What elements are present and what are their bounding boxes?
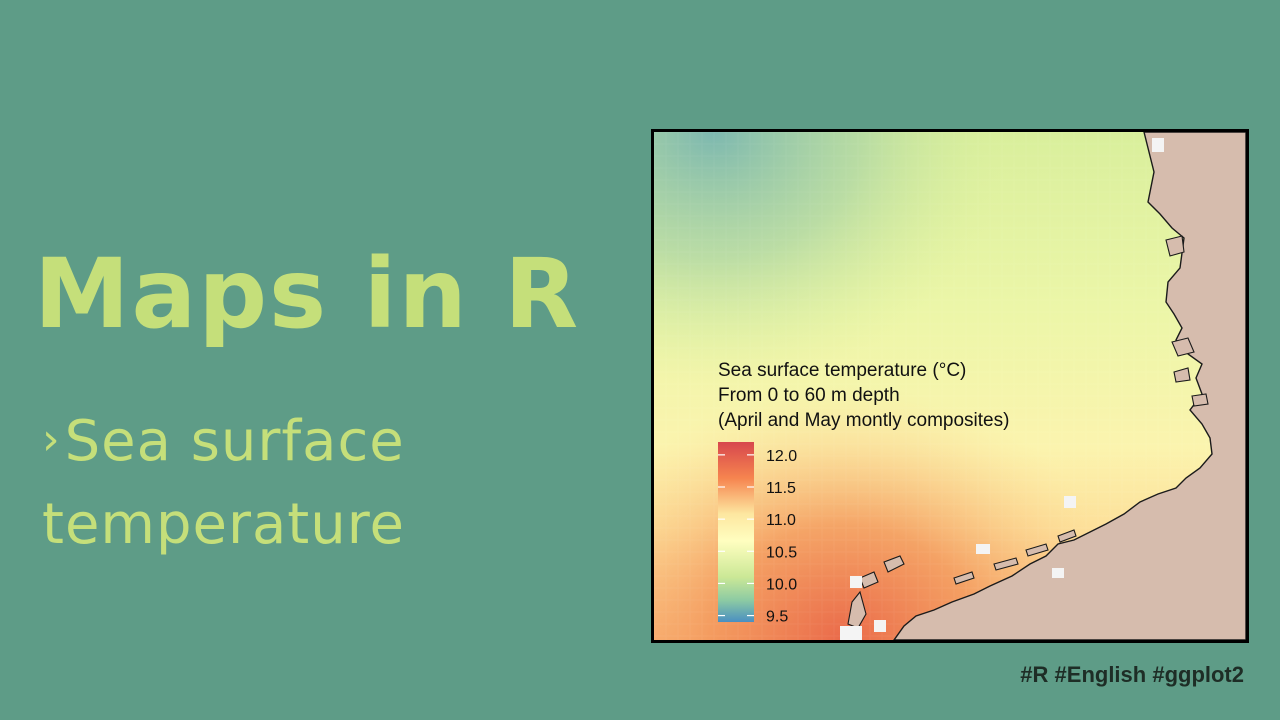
frisian-islands [847, 235, 1209, 629]
subtitle-text-1: Sea surface [64, 409, 405, 474]
legend-title-line-3: (April and May montly composites) [718, 410, 1009, 431]
slide-title: Maps in R [34, 238, 581, 350]
legend-tick-label: 11.0 [766, 512, 796, 529]
hashtags: #R #English #ggplot2 [1020, 662, 1244, 687]
slide-subtitle: ›Sea surface temperature [42, 398, 405, 566]
legend-tick-label: 10.5 [766, 544, 797, 561]
legend-tick-label: 12.0 [766, 448, 797, 465]
legend-title-line-1: Sea surface temperature (°C) [718, 360, 966, 381]
subtitle-line-1: ›Sea surface [42, 398, 405, 483]
sst-map-svg: Sea surface temperature (°C) From 0 to 6… [654, 132, 1246, 640]
temperature-legend: Sea surface temperature (°C) From 0 to 6… [718, 360, 1009, 626]
land-mass [893, 132, 1246, 640]
legend-colorbar [718, 442, 754, 622]
legend-ticks: 12.0 11.5 11.0 10.5 10.0 9.5 [718, 448, 797, 626]
legend-title-line-2: From 0 to 60 m depth [718, 385, 900, 406]
legend-tick-label: 11.5 [766, 480, 796, 497]
subtitle-line-2: temperature [42, 492, 405, 557]
legend-tick-label: 9.5 [766, 609, 788, 626]
legend-tick-label: 10.0 [766, 576, 797, 593]
no-data-cells [840, 138, 1164, 640]
sst-map: Sea surface temperature (°C) From 0 to 6… [651, 129, 1249, 643]
chevron-right-icon: › [42, 414, 61, 465]
